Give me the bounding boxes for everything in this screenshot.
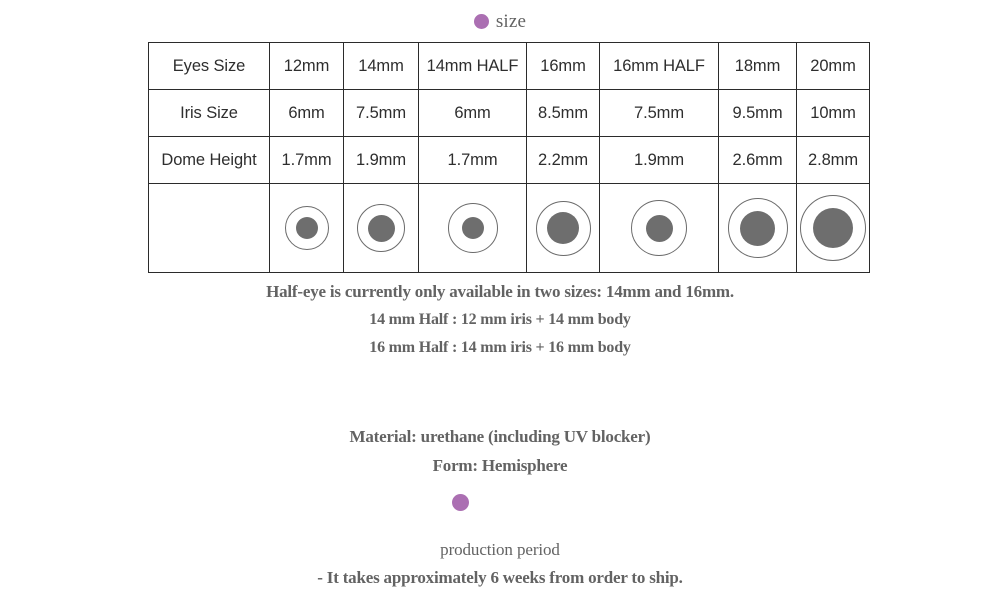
cell-dome-height-2: 1.7mm bbox=[418, 136, 527, 184]
production-period-info: production period - It takes approximate… bbox=[0, 536, 1000, 592]
cell-dome-height-1: 1.9mm bbox=[343, 136, 419, 184]
cell-iris-size-4: 7.5mm bbox=[599, 89, 719, 137]
eye-iris-circle-icon bbox=[645, 214, 673, 242]
eye-outer-circle-icon bbox=[727, 198, 788, 258]
cell-eyes-size-2: 14mm HALF bbox=[418, 42, 527, 90]
cell-eyes-size-0: 12mm bbox=[269, 42, 344, 90]
cell-eye-swatch-4 bbox=[599, 183, 719, 273]
cell-iris-size-2: 6mm bbox=[418, 89, 527, 137]
eye-swatch-4 bbox=[600, 184, 718, 272]
purple-bullet-icon bbox=[473, 14, 489, 29]
cell-eye-swatch-0 bbox=[269, 183, 344, 273]
cell-iris-size-3: 8.5mm bbox=[526, 89, 600, 137]
half-eye-14mm-note: 14 mm Half : 12 mm iris + 14 mm body bbox=[369, 311, 631, 328]
row-label-swatches-empty bbox=[148, 183, 270, 273]
purple-bullet-icon bbox=[451, 494, 469, 511]
eye-iris-circle-icon bbox=[295, 217, 318, 239]
eye-outer-circle-icon bbox=[631, 200, 687, 256]
cell-dome-height-4: 1.9mm bbox=[599, 136, 719, 184]
cell-iris-size-1: 7.5mm bbox=[343, 89, 419, 137]
eye-swatch-2 bbox=[419, 184, 526, 272]
cell-eyes-size-1: 14mm bbox=[343, 42, 419, 90]
row-label-eyes-size: Eyes Size bbox=[148, 42, 270, 90]
cell-dome-height-6: 2.8mm bbox=[796, 136, 870, 184]
half-eye-notes: Half-eye is currently only available in … bbox=[0, 278, 1000, 362]
cell-eye-swatch-2 bbox=[418, 183, 527, 273]
eye-swatch-0 bbox=[270, 184, 343, 272]
eye-swatch-5 bbox=[719, 184, 796, 272]
cell-dome-height-0: 1.7mm bbox=[269, 136, 344, 184]
cell-iris-size-0: 6mm bbox=[269, 89, 344, 137]
eye-iris-circle-icon bbox=[813, 208, 853, 248]
table-row-eyes-size: Eyes Size 12mm 14mm 14mm HALF 16mm 16mm … bbox=[148, 42, 870, 90]
cell-eye-swatch-1 bbox=[343, 183, 419, 273]
half-eye-availability-note: Half-eye is currently only available in … bbox=[266, 282, 734, 301]
row-label-dome-height: Dome Height bbox=[148, 136, 270, 184]
eye-iris-circle-icon bbox=[547, 212, 579, 244]
cell-eyes-size-5: 18mm bbox=[718, 42, 797, 90]
cell-eyes-size-4: 16mm HALF bbox=[599, 42, 719, 90]
eye-iris-circle-icon bbox=[461, 217, 484, 239]
production-bullet-row bbox=[0, 494, 1000, 511]
row-label-iris-size: Iris Size bbox=[148, 89, 270, 137]
eye-iris-circle-icon bbox=[740, 210, 775, 246]
size-section-heading: size bbox=[0, 12, 1000, 31]
eye-size-spec-table: Eyes Size 12mm 14mm 14mm HALF 16mm 16mm … bbox=[148, 42, 870, 273]
material-info: Material: urethane (including UV blocker… bbox=[0, 422, 1000, 480]
cell-eye-swatch-6 bbox=[796, 183, 870, 273]
eye-outer-circle-icon bbox=[535, 200, 591, 256]
material-line: Material: urethane (including UV blocker… bbox=[349, 427, 651, 446]
cell-eyes-size-6: 20mm bbox=[796, 42, 870, 90]
table-row-dome-height: Dome Height 1.7mm 1.9mm 1.7mm 2.2mm 1.9m… bbox=[148, 136, 870, 184]
cell-eye-swatch-3 bbox=[526, 183, 600, 273]
eye-outer-circle-icon bbox=[357, 204, 405, 252]
size-heading-label: size bbox=[495, 11, 527, 32]
cell-eye-swatch-5 bbox=[718, 183, 797, 273]
cell-eyes-size-3: 16mm bbox=[526, 42, 600, 90]
eye-outer-circle-icon bbox=[800, 195, 866, 261]
production-period-detail: - It takes approximately 6 weeks from or… bbox=[317, 568, 683, 587]
cell-iris-size-5: 9.5mm bbox=[718, 89, 797, 137]
table-row-iris-size: Iris Size 6mm 7.5mm 6mm 8.5mm 7.5mm 9.5m… bbox=[148, 89, 870, 137]
form-line: Form: Hemisphere bbox=[432, 456, 568, 475]
half-eye-16mm-note: 16 mm Half : 14 mm iris + 16 mm body bbox=[369, 339, 631, 356]
eye-swatch-3 bbox=[527, 184, 599, 272]
cell-iris-size-6: 10mm bbox=[796, 89, 870, 137]
cell-dome-height-5: 2.6mm bbox=[718, 136, 797, 184]
eye-swatch-1 bbox=[344, 184, 418, 272]
table-row-eye-swatches bbox=[148, 183, 870, 273]
eye-iris-circle-icon bbox=[367, 214, 395, 242]
eye-outer-circle-icon bbox=[447, 203, 498, 253]
eye-swatch-6 bbox=[797, 184, 869, 272]
eye-outer-circle-icon bbox=[284, 206, 329, 250]
production-period-title: production period bbox=[440, 540, 560, 559]
cell-dome-height-3: 2.2mm bbox=[526, 136, 600, 184]
